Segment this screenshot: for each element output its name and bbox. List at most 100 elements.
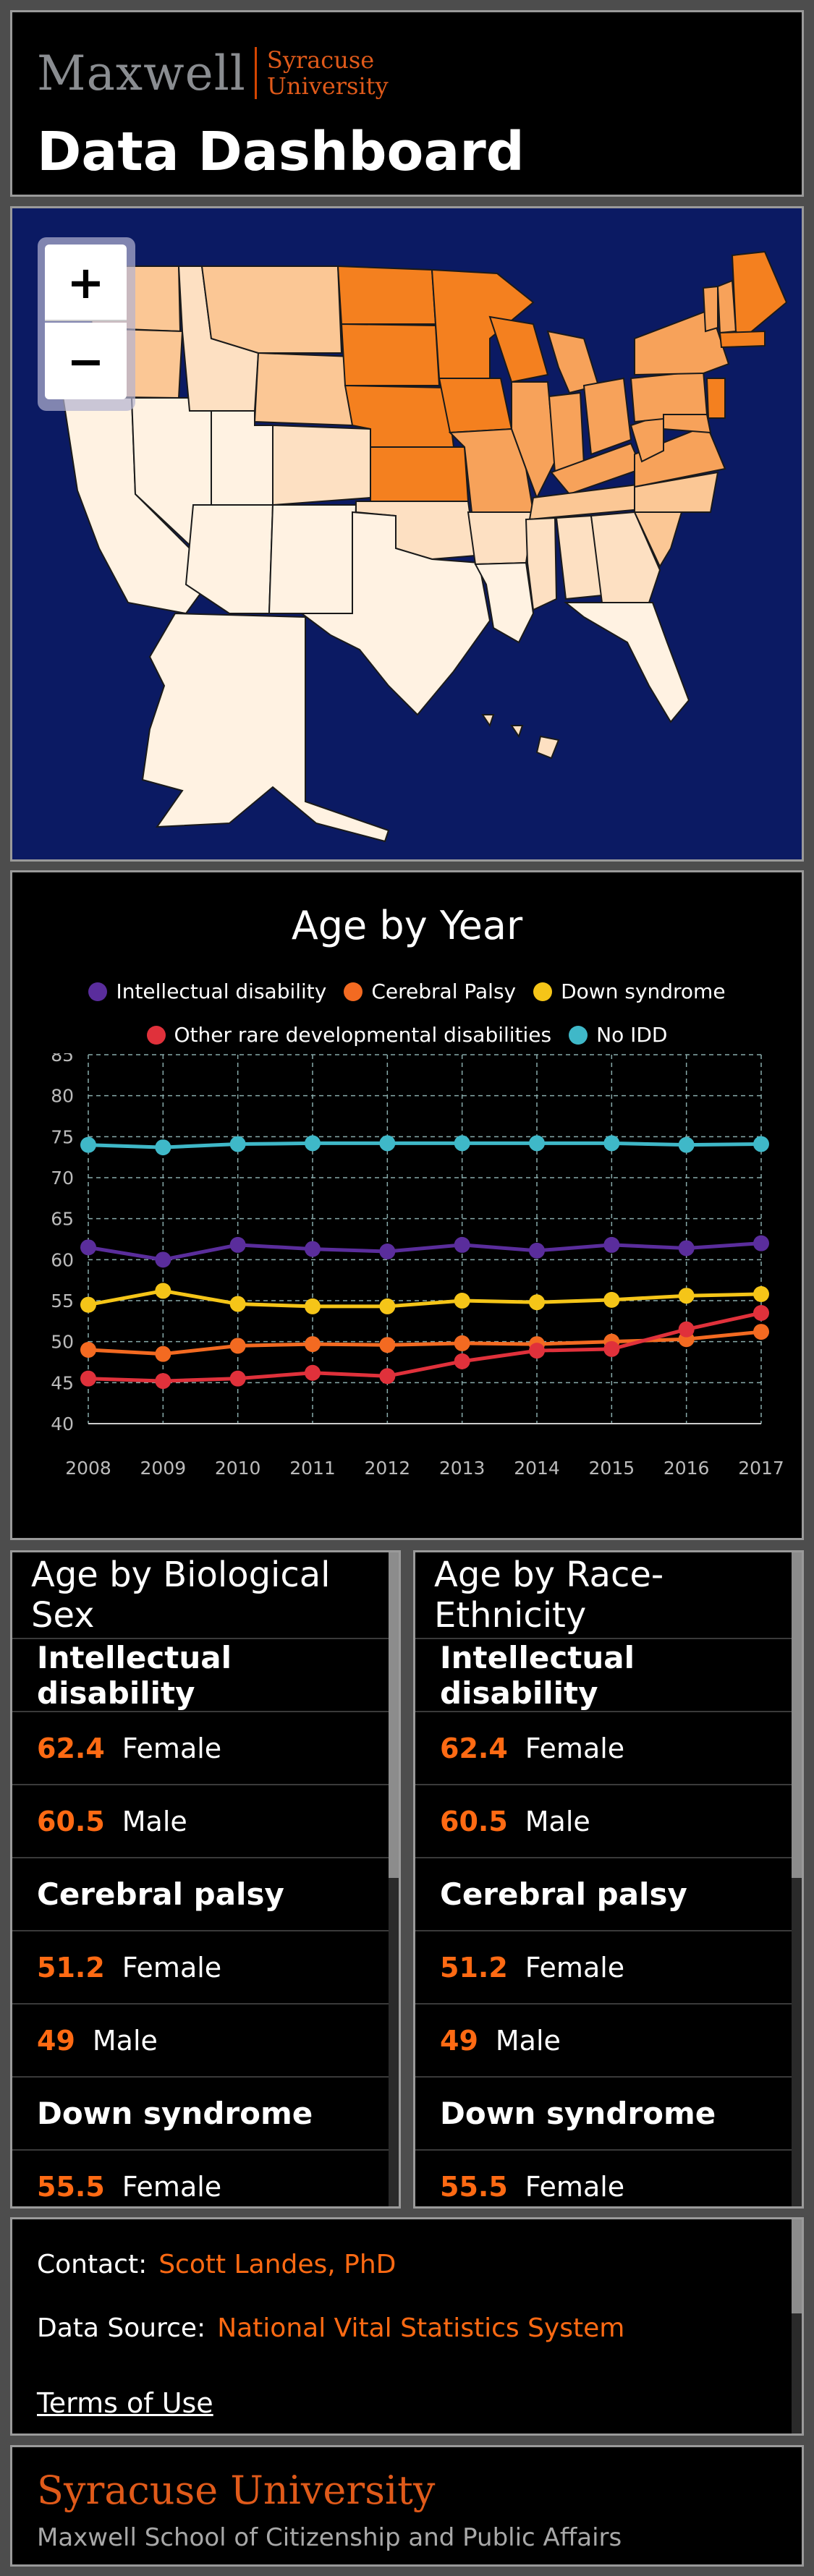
scrollbar-thumb[interactable] xyxy=(792,1552,802,1878)
data-point[interactable] xyxy=(305,1135,321,1152)
scrollbar-track[interactable] xyxy=(792,1552,802,2206)
terms-of-use-link[interactable]: Terms of Use xyxy=(37,2387,213,2419)
data-point[interactable] xyxy=(678,1321,695,1338)
data-point[interactable] xyxy=(379,1244,396,1259)
list-item: 51.2 Female xyxy=(415,1930,792,2003)
logo-university-line2: University xyxy=(266,72,389,100)
legend-item-down-syndrome[interactable]: Down syndrome xyxy=(533,979,726,1003)
data-source-label: Data Source: xyxy=(37,2313,206,2343)
y-tick-label: 40 xyxy=(51,1414,74,1434)
data-point[interactable] xyxy=(529,1135,545,1152)
data-point[interactable] xyxy=(753,1285,769,1302)
state-mt xyxy=(200,265,343,354)
x-tick-label: 2012 xyxy=(365,1458,411,1479)
data-point[interactable] xyxy=(454,1335,470,1351)
logo-university-text: Syracuse University xyxy=(267,47,389,99)
data-point[interactable] xyxy=(229,1296,246,1312)
data-point[interactable] xyxy=(529,1343,545,1359)
state-wy xyxy=(253,352,353,427)
data-point[interactable] xyxy=(305,1241,321,1257)
info-panel: Contact: Scott Landes, PhD Data Source: Na… xyxy=(10,2217,804,2436)
data-point[interactable] xyxy=(155,1373,171,1390)
list-item: 55.5 Female xyxy=(415,2149,792,2206)
footer-university[interactable]: Syracuse University xyxy=(37,2467,436,2513)
line-chart-plot[interactable]: 40 45 50 55 60 65 70 75 80 85 2008 2009 2010 2011 2012… xyxy=(12,1053,802,1538)
maxwell-logo[interactable]: Maxwell Syracuse University xyxy=(37,37,389,109)
list-item: 49 Male xyxy=(12,2003,389,2076)
legend-dot xyxy=(146,1025,166,1045)
state-ar xyxy=(467,511,535,566)
data-point[interactable] xyxy=(529,1294,545,1311)
data-point[interactable] xyxy=(753,1305,769,1321)
data-source-link[interactable]: National Vital Statistics System xyxy=(217,2313,625,2343)
scrollbar-track[interactable] xyxy=(389,1552,399,2206)
scrollbar-track[interactable] xyxy=(792,2219,802,2433)
legend-item-cerebral-palsy[interactable]: Cerebral Palsy xyxy=(344,979,516,1003)
legend-item-intellectual-disability[interactable]: Intellectual disability xyxy=(88,979,326,1003)
data-point[interactable] xyxy=(305,1364,321,1381)
data-point[interactable] xyxy=(80,1296,96,1313)
zoom-out-button[interactable]: − xyxy=(45,323,127,399)
category-heading: Down syndrome xyxy=(12,2076,389,2149)
data-point[interactable] xyxy=(753,1235,769,1251)
footer-school: Maxwell School of Citizenship and Public… xyxy=(37,2523,622,2552)
header: Maxwell Syracuse University Data Dashboa… xyxy=(10,10,804,197)
data-point[interactable] xyxy=(80,1370,96,1387)
legend-item-other-rare[interactable]: Other rare developmental disabilities xyxy=(146,1023,551,1047)
data-point[interactable] xyxy=(379,1135,396,1152)
us-map[interactable]: + − xyxy=(10,206,804,862)
category-heading: Down syndrome xyxy=(415,2076,792,2149)
data-point[interactable] xyxy=(155,1283,171,1299)
data-point[interactable] xyxy=(454,1135,470,1152)
data-point[interactable] xyxy=(80,1136,96,1153)
data-point[interactable] xyxy=(603,1236,620,1253)
y-tick-label: 80 xyxy=(51,1086,74,1107)
state-hi-2 xyxy=(510,725,524,739)
data-point[interactable] xyxy=(379,1368,396,1385)
legend-label: Intellectual disability xyxy=(116,979,327,1003)
data-point[interactable] xyxy=(80,1239,96,1256)
data-point[interactable] xyxy=(229,1136,246,1152)
data-point[interactable] xyxy=(529,1242,545,1259)
data-point[interactable] xyxy=(229,1370,246,1387)
y-tick-label: 85 xyxy=(51,1053,74,1066)
data-point[interactable] xyxy=(753,1136,769,1152)
data-point[interactable] xyxy=(155,1346,171,1362)
logo-maxwell-text: Maxwell xyxy=(37,45,246,101)
data-point[interactable] xyxy=(454,1353,470,1369)
data-point[interactable] xyxy=(305,1336,321,1353)
us-states-map[interactable] xyxy=(12,208,802,859)
state-va xyxy=(634,424,726,488)
data-point[interactable] xyxy=(80,1342,96,1358)
data-point[interactable] xyxy=(603,1291,620,1308)
zoom-in-button[interactable]: + xyxy=(45,245,127,321)
data-point[interactable] xyxy=(678,1240,695,1257)
data-point[interactable] xyxy=(603,1135,620,1152)
list-item: 62.4 Female xyxy=(12,1711,389,1784)
state-ks xyxy=(370,446,470,502)
contact-label: Contact: xyxy=(37,2250,148,2279)
data-point[interactable] xyxy=(229,1338,246,1354)
y-tick-label: 60 xyxy=(51,1249,74,1270)
data-point[interactable] xyxy=(753,1324,769,1340)
data-point[interactable] xyxy=(379,1298,396,1314)
legend-item-no-idd[interactable]: No IDD xyxy=(569,1023,667,1047)
contact-link[interactable]: Scott Landes, PhD xyxy=(158,2250,397,2279)
x-tick-label: 2008 xyxy=(65,1458,111,1479)
data-point[interactable] xyxy=(305,1298,321,1314)
data-point[interactable] xyxy=(603,1340,620,1357)
data-point[interactable] xyxy=(379,1337,396,1353)
state-ma xyxy=(718,330,766,349)
scrollbar-thumb[interactable] xyxy=(389,1552,399,1878)
data-point[interactable] xyxy=(678,1136,695,1153)
logo-university-line1: Syracuse xyxy=(266,46,375,74)
data-point[interactable] xyxy=(678,1288,695,1304)
data-point[interactable] xyxy=(155,1251,171,1268)
scrollbar-thumb[interactable] xyxy=(792,2219,802,2313)
data-point[interactable] xyxy=(155,1139,171,1156)
data-point[interactable] xyxy=(454,1293,470,1309)
series-line xyxy=(88,1141,762,1149)
data-point[interactable] xyxy=(229,1236,246,1253)
x-tick-label: 2010 xyxy=(215,1458,261,1479)
data-point[interactable] xyxy=(454,1236,470,1253)
